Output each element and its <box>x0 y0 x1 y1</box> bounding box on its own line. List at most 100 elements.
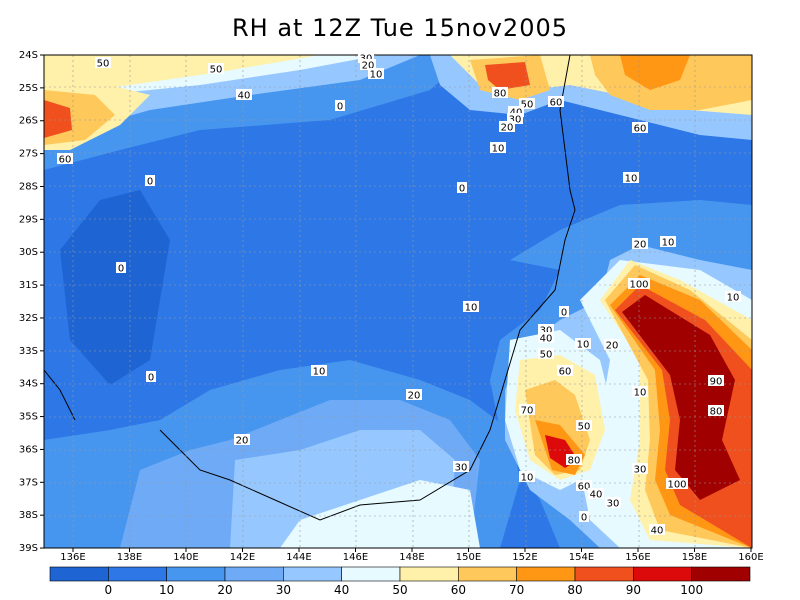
contour-label: 0 <box>559 306 569 319</box>
contour-label-bg <box>576 480 592 491</box>
contour-label: 10 <box>632 386 648 399</box>
lat-label: 38S <box>19 510 38 521</box>
contour-label-text: 50 <box>578 422 591 433</box>
contour-label-bg <box>457 182 467 193</box>
contour-label-bg <box>234 434 250 445</box>
lat-label: 26S <box>19 116 38 127</box>
contour-label-text: 0 <box>581 513 587 524</box>
contour-label-bg <box>490 142 506 153</box>
lon-label: 142E <box>230 552 255 563</box>
contour-label: 10 <box>575 338 591 351</box>
colorbar-label: 10 <box>159 583 174 597</box>
lon-label: 136E <box>60 552 85 563</box>
contour-label-bg <box>236 89 252 100</box>
lon-label: 138E <box>117 552 142 563</box>
colorbar: 0 10 20 30 40 50 60 70 80 90 100 <box>49 566 751 597</box>
contour-labels: 5050406030201008050604030206010001002010… <box>57 52 741 537</box>
contour-label-text: 0 <box>147 177 153 188</box>
longitude-axis: 136E 138E 140E 142E 144E 146E 148E 150E 152E 154E… <box>60 548 764 563</box>
contour-label-text: 100 <box>629 280 648 291</box>
contour-label: 0 <box>335 100 345 113</box>
colorbar-swatch <box>399 566 459 582</box>
contour-label: 10 <box>490 142 506 155</box>
contour-label-bg <box>623 172 639 183</box>
contour-label-text: 10 <box>577 340 590 351</box>
contour-label-text: 20 <box>408 391 421 402</box>
contour-label-bg <box>579 511 589 522</box>
contour-label-bg <box>708 405 724 416</box>
contour-label-bg <box>311 365 327 376</box>
contour-label: 50 <box>95 57 111 70</box>
contour-label-text: 40 <box>590 490 603 501</box>
lat-label: 27S <box>19 149 38 160</box>
contour-label-text: 10 <box>727 293 740 304</box>
contour-label-bg <box>499 121 515 132</box>
colorbar-swatch <box>458 566 517 582</box>
contour-label-text: 40 <box>238 91 251 102</box>
contour-label-text: 0 <box>118 264 124 275</box>
contour-label-text: 50 <box>210 65 223 76</box>
contour-label: 60 <box>548 96 564 109</box>
contour-label-bg <box>559 306 569 317</box>
lat-label: 39S <box>19 543 38 554</box>
contour-label: 100 <box>628 278 650 291</box>
contour-label-text: 50 <box>521 100 534 111</box>
contour-label-bg <box>538 324 554 335</box>
contour-label-bg <box>557 365 573 376</box>
contour-label: 0 <box>116 262 126 275</box>
plot-frame <box>43 54 753 549</box>
contour-label-text: 30 <box>634 465 647 476</box>
contour-label-text: 80 <box>710 407 723 418</box>
contour-label-text: 50 <box>97 59 110 70</box>
contour-label: 30 <box>605 497 621 510</box>
colorbar-label: 80 <box>567 583 582 597</box>
contour-label-bg <box>519 404 535 415</box>
colorbar-swatch <box>108 566 167 582</box>
contour-label-bg <box>406 389 422 400</box>
contour-label-bg <box>632 122 648 133</box>
contour-label-text: 0 <box>148 373 154 384</box>
lat-label: 32S <box>19 313 38 324</box>
contour-label-text: 30 <box>509 115 522 126</box>
colorbar-swatch <box>633 566 692 582</box>
lon-label: 148E <box>399 552 424 563</box>
colorbar-swatch <box>166 566 226 582</box>
contour-label-bg <box>605 497 621 508</box>
lon-label: 156E <box>625 552 650 563</box>
colorbar-swatch <box>691 566 751 582</box>
contour-label-text: 0 <box>337 102 343 113</box>
contour-label-text: 50 <box>540 350 553 361</box>
contour-label-bg <box>463 301 479 312</box>
colorbar-label: 40 <box>334 583 349 597</box>
contour-label-bg <box>360 59 376 70</box>
contour-label-text: 60 <box>550 98 563 109</box>
lat-label: 35S <box>19 412 38 423</box>
contour-label: 80 <box>708 405 724 418</box>
colorbar-label: 60 <box>451 583 466 597</box>
colorbar-swatch <box>283 566 342 582</box>
contour-label: 0 <box>146 371 156 384</box>
contour-label: 60 <box>557 365 573 378</box>
contour-label-bg <box>145 175 155 186</box>
contour-label-bg <box>358 52 374 63</box>
lat-label: 34S <box>19 379 38 390</box>
colorbar-label: 20 <box>217 583 232 597</box>
contour-label-text: 20 <box>501 123 514 134</box>
contour-label: 20 <box>406 389 422 402</box>
contour-label: 20 <box>604 339 620 352</box>
lat-label: 29S <box>19 214 38 225</box>
colorbar-swatch <box>224 566 284 582</box>
contour-label-bg <box>57 153 73 164</box>
contour-label: 20 <box>499 121 515 134</box>
lat-label: 37S <box>19 477 38 488</box>
colorbar-swatch <box>574 566 634 582</box>
contour-label: 60 <box>57 153 73 166</box>
lon-label: 158E <box>682 552 707 563</box>
contour-label-bg <box>116 262 126 273</box>
lon-label: 140E <box>173 552 198 563</box>
contour-label-bg <box>649 524 665 535</box>
contour-label-text: 60 <box>578 482 591 493</box>
colorbar-swatch <box>516 566 576 582</box>
contour-label-bg <box>538 332 554 343</box>
